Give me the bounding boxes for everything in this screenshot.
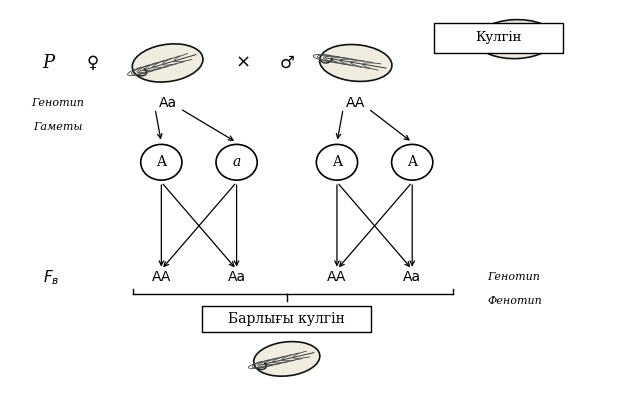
Text: AA: AA bbox=[346, 96, 365, 110]
Text: ♀: ♀ bbox=[86, 54, 98, 72]
Text: Барлығы кулгін: Барлығы кулгін bbox=[228, 312, 345, 326]
Text: Aa: Aa bbox=[227, 270, 246, 284]
Text: ×: × bbox=[236, 54, 251, 72]
Ellipse shape bbox=[254, 342, 320, 376]
Text: ♂: ♂ bbox=[279, 54, 294, 72]
Text: Фенотип: Фенотип bbox=[488, 296, 542, 306]
Ellipse shape bbox=[392, 144, 433, 180]
Text: Aa: Aa bbox=[403, 270, 421, 284]
Text: Aa: Aa bbox=[159, 96, 176, 110]
Ellipse shape bbox=[316, 144, 358, 180]
Text: Кулгін: Кулгін bbox=[476, 32, 522, 44]
Text: Генотип: Генотип bbox=[32, 98, 84, 108]
Text: A: A bbox=[156, 155, 166, 169]
Ellipse shape bbox=[319, 44, 392, 82]
Ellipse shape bbox=[132, 44, 203, 82]
Text: AA: AA bbox=[327, 270, 347, 284]
Text: a: a bbox=[232, 155, 241, 169]
Ellipse shape bbox=[476, 20, 555, 59]
FancyBboxPatch shape bbox=[434, 23, 563, 53]
Text: AA: AA bbox=[152, 270, 171, 284]
Ellipse shape bbox=[216, 144, 257, 180]
Text: Генотип: Генотип bbox=[488, 272, 541, 282]
Text: Гаметы: Гаметы bbox=[33, 122, 83, 132]
Ellipse shape bbox=[140, 144, 182, 180]
FancyBboxPatch shape bbox=[202, 306, 372, 332]
Text: $F_в$: $F_в$ bbox=[43, 268, 60, 287]
Text: A: A bbox=[407, 155, 417, 169]
Text: A: A bbox=[332, 155, 342, 169]
Text: P: P bbox=[42, 54, 54, 72]
